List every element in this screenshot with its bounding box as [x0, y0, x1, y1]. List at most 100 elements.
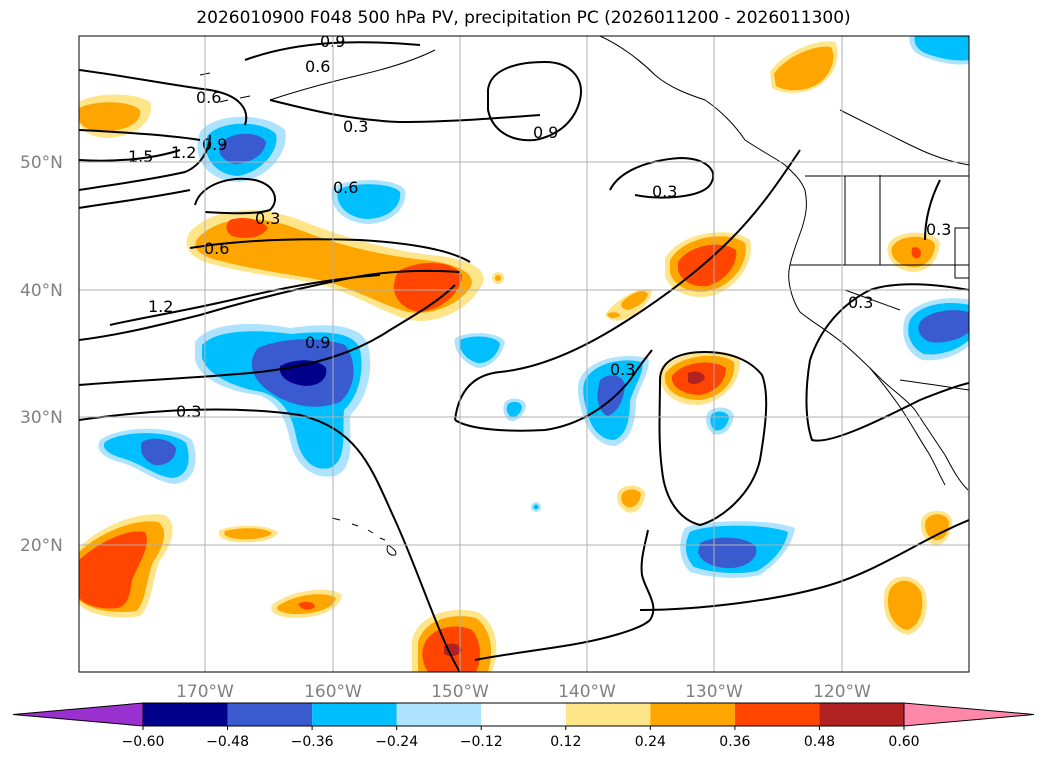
- pv-contour-0.3: [454, 149, 801, 421]
- colorbar-tick-label: −0.36: [291, 734, 334, 750]
- pv-contour-1.5: [79, 134, 211, 191]
- precip-negative-region: [918, 310, 969, 343]
- colorbar-tick-label: −0.12: [460, 734, 503, 750]
- contour-label: 0.3: [652, 182, 677, 201]
- pv-contour-1.2: [109, 274, 381, 326]
- longitude-labels: 170°W 160°W 150°W 140°W 130°W 120°W: [176, 682, 871, 702]
- latitude-labels: 50°N 40°N 30°N 20°N: [20, 153, 63, 556]
- precip-positive-region: [678, 244, 737, 287]
- state-border: [899, 379, 969, 391]
- colorbar: −0.60 −0.48 −0.36 −0.24 −0.12 0.12 0.24 0.36 0.4…: [12, 702, 1035, 750]
- colorbar-tick-label: 0.48: [804, 734, 835, 750]
- contour-label: 0.3: [176, 402, 201, 421]
- pv-contour-0.3: [639, 519, 969, 611]
- colorbar-bin: [143, 703, 228, 726]
- pv-contour-0.3: [609, 156, 715, 199]
- colorbar-extend-max: [903, 702, 1035, 727]
- pv-contour-0.6: [244, 41, 421, 61]
- contour-label-group: 0.9 0.6 0.6 0.3 0.9 1.5 1.2 0.9 0.6 0.3 …: [128, 36, 951, 421]
- precip-positive-region: [495, 275, 501, 281]
- contour-label: 0.3: [610, 360, 635, 379]
- lon-label: 120°W: [813, 682, 871, 702]
- precip-negative-region: [533, 504, 539, 510]
- colorbar-tick-label: 0.12: [550, 734, 581, 750]
- canada-interior-border: [839, 109, 969, 166]
- pv-contour-0.3: [79, 408, 461, 672]
- state-border: [844, 289, 901, 311]
- contour-label: 0.9: [305, 333, 330, 352]
- colorbar-bin: [734, 703, 820, 726]
- contour-label: 0.3: [926, 220, 951, 239]
- precip-negative-region: [140, 438, 176, 466]
- precip-positive-region: [911, 247, 921, 259]
- contour-label: 0.6: [204, 239, 229, 258]
- pv-contour-0.9: [79, 284, 456, 386]
- lon-label: 140°W: [558, 682, 616, 702]
- colorbar-bin: [396, 703, 482, 726]
- pv-contour-0.3: [658, 350, 768, 527]
- precip-negative-region: [914, 36, 969, 61]
- map-content: 0.9 0.6 0.6 0.3 0.9 1.5 1.2 0.9 0.6 0.3 …: [79, 36, 969, 672]
- contour-label: 0.3: [343, 117, 368, 136]
- colorbar-bin: [565, 703, 651, 726]
- pv-contour-0.6: [189, 238, 471, 263]
- colorbar-bin: [481, 703, 566, 726]
- lon-label: 170°W: [176, 682, 234, 702]
- pv-contour-0.3: [269, 99, 541, 124]
- map-frame: [78, 35, 970, 673]
- alaska-coastline: [269, 49, 436, 101]
- precip-negative-region: [459, 336, 500, 364]
- precip-positive-region: [887, 580, 923, 630]
- precip-negative-region: [710, 411, 729, 431]
- colorbar-tick-label: 0.36: [719, 734, 750, 750]
- colorbar-tick-label: 0.24: [635, 734, 666, 750]
- precip-positive-region: [224, 528, 272, 540]
- coastlines: [199, 36, 969, 556]
- pv-contour-0.9: [487, 60, 582, 142]
- contour-label: 0.3: [255, 209, 280, 228]
- precip-negative-region: [337, 184, 401, 219]
- lat-label: 40°N: [20, 281, 63, 301]
- colorbar-bin: [227, 703, 313, 726]
- contour-label: 0.9: [202, 135, 227, 154]
- contour-label: 1.5: [128, 147, 153, 166]
- lon-label: 160°W: [304, 682, 362, 702]
- contour-label: 1.2: [148, 297, 173, 316]
- precip-positive-region: [621, 489, 641, 508]
- colorbar-bin: [312, 703, 397, 726]
- pv-contour-0.3: [924, 179, 941, 241]
- pv-contour-1.5: [79, 189, 191, 209]
- colorbar-extend-min: [12, 702, 144, 727]
- precip-positive-region: [298, 601, 315, 610]
- colorbar-tick-label: −0.48: [206, 734, 249, 750]
- baja-coastline: [869, 367, 946, 486]
- graticule: [79, 36, 969, 672]
- precip-positive-region: [607, 312, 620, 319]
- pv-contour-0.3: [805, 359, 969, 442]
- precip-positive-region: [621, 291, 648, 310]
- lat-label: 50°N: [20, 153, 63, 173]
- pv-contour-0.3: [474, 529, 655, 661]
- colorbar-bin: [819, 703, 904, 726]
- precip-positive-region: [79, 102, 141, 132]
- pv-contour-1.2: [79, 269, 461, 341]
- precip-negative-region: [219, 133, 266, 164]
- colorbar-tick-label: −0.60: [122, 734, 165, 750]
- precip-positive-region: [393, 262, 462, 312]
- state-border: [954, 227, 969, 279]
- precip-positive-region: [774, 46, 834, 91]
- map-title: 2026010900 F048 500 hPa PV, precipitatio…: [196, 8, 851, 28]
- lat-label: 20°N: [20, 536, 63, 556]
- contour-label: 0.3: [848, 293, 873, 312]
- precip-positive-region: [925, 514, 949, 541]
- contour-label: 1.2: [171, 143, 196, 162]
- north-america-coastline: [599, 36, 969, 491]
- precip-positive-region: [688, 371, 705, 385]
- colorbar-bin: [650, 703, 735, 726]
- pv-contours: [79, 41, 969, 672]
- pv-contour-0.9: [79, 129, 201, 141]
- precip-positive-region: [444, 643, 462, 657]
- hawaii-islands: [331, 517, 397, 556]
- contour-label: 0.6: [305, 57, 330, 76]
